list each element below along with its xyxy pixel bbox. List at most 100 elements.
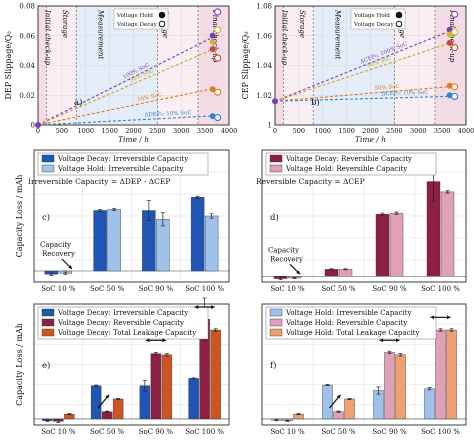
y-axis-label: CEP Slippage/Q₀	[241, 32, 250, 100]
bar	[112, 398, 124, 420]
x-tick-label: 1500	[338, 127, 355, 135]
arrow-icon	[97, 394, 110, 409]
filled-circle-icon	[158, 11, 166, 19]
legend-box	[37, 152, 209, 176]
arrow-head	[68, 265, 72, 269]
legend-label: Voltage Hold: Total Leakage Capacity	[285, 329, 419, 337]
category-label: SoC 10 %	[270, 428, 305, 436]
series-label: ΔDEP₀: 10% SoC	[144, 110, 191, 118]
x-tick-label: 3500	[434, 127, 451, 135]
legend-swatch	[269, 318, 283, 327]
plot-frame	[274, 5, 467, 126]
bar	[156, 219, 170, 272]
arrow-icon	[430, 315, 451, 320]
legend-box	[265, 306, 437, 340]
category-label: SoC 100 %	[185, 285, 224, 293]
x-axis-label: Time / h	[355, 135, 386, 144]
legend-label: Voltage Decay: Total Leakage Capacity	[57, 329, 196, 337]
bar	[324, 269, 339, 277]
legend-swatch	[269, 308, 283, 317]
bar	[333, 411, 344, 420]
annotation-text: Recovery	[270, 255, 303, 263]
panel-letter: c)	[42, 212, 50, 223]
open-circle-icon	[395, 20, 403, 28]
legend: Voltage Hold Voltage Decay	[113, 8, 169, 30]
y-tick-label: 1.06	[256, 32, 272, 40]
plot-frame	[33, 303, 230, 426]
arrow-head	[162, 338, 166, 343]
origin-point	[272, 98, 278, 105]
panel-e: SoC 10 % SoC 50 % SoC 90 % SoC 100 % Voltage…	[15, 297, 230, 436]
legend-label: Voltage Decay: Irreversible Capacity	[57, 155, 188, 163]
arrow-icon	[61, 258, 73, 270]
bar	[107, 209, 121, 272]
category-label: SoC 50 %	[90, 428, 125, 436]
legend: Voltage Decay: Irreversible Capacity Volt…	[37, 152, 209, 176]
category-label: SoC 10 %	[270, 285, 305, 293]
legend-label: Voltage Hold	[116, 13, 153, 19]
legend: Voltage Hold Voltage Decay	[350, 8, 406, 30]
equation-text: Irreversible Capacity = ΔDEP - ΔCEP	[28, 177, 170, 186]
hold-point	[209, 32, 216, 39]
legend: Voltage Decay: Reversible Capacity Voltag…	[265, 152, 437, 176]
series-label: 50% SoC	[137, 92, 163, 103]
x-tick-label: 500	[56, 127, 68, 135]
arrow-head	[105, 394, 110, 399]
category-label: SoC 100 %	[185, 428, 224, 436]
y-axis-label: Capacity Loss / mAh	[15, 175, 24, 258]
series-line	[274, 43, 448, 102]
x-tick-label: 0	[36, 127, 40, 135]
category-label: SoC 50 %	[321, 428, 356, 436]
y-axis-label: Capacity Loss / mAh	[15, 323, 24, 406]
hold-point	[446, 26, 453, 33]
bar	[373, 390, 384, 420]
category-label: SoC 10 %	[41, 428, 76, 436]
arrow-head	[194, 305, 199, 309]
x-tick-label: 2000	[125, 127, 142, 135]
legend-label: Voltage Hold: Irreversible Capacity	[285, 309, 411, 317]
x-tick-label: 0	[273, 127, 277, 135]
plot-frame	[33, 149, 230, 283]
category-label: SoC 100 %	[421, 285, 460, 293]
x-tick-label: 2500	[149, 127, 166, 135]
panel-d: SoC 10 % SoC 50 % SoC 90 % SoC 100 % Voltage…	[256, 149, 467, 293]
series-line	[274, 31, 448, 102]
arrow-icon	[379, 338, 400, 343]
bar	[389, 212, 404, 277]
category-label: SoC 90 %	[139, 428, 174, 436]
arrow-head	[446, 315, 451, 320]
x-tick-label: 1500	[101, 127, 118, 135]
legend-swatch	[269, 328, 283, 337]
y-tick-label: 1.02	[256, 92, 272, 100]
arrow-head	[336, 394, 341, 399]
bar	[446, 329, 457, 420]
legend-label: Voltage Decay: Reversible Capacity	[285, 155, 412, 163]
series-line	[37, 50, 211, 126]
arrow-icon	[145, 338, 166, 343]
x-tick-label: 500	[293, 127, 305, 135]
arrow-head	[379, 338, 384, 343]
legend-label: Voltage Decay: Irreversible Capacity	[57, 309, 188, 317]
x-tick-label: 3000	[410, 127, 427, 135]
bar	[322, 384, 333, 420]
series-line	[37, 115, 210, 126]
bar	[440, 191, 455, 277]
phase-label: Storage	[61, 10, 69, 38]
phase-label: Measurement	[333, 9, 341, 59]
legend-label: Voltage Hold	[353, 13, 390, 19]
plot-frame	[261, 303, 467, 426]
x-tick-label: 4000	[458, 127, 474, 135]
category-label: SoC 100 %	[421, 428, 460, 436]
bar	[395, 354, 406, 420]
origin-point	[35, 122, 41, 128]
arrow-icon	[194, 305, 215, 309]
series-line	[274, 86, 447, 102]
bar	[384, 352, 395, 420]
panel-letter: e)	[42, 360, 50, 371]
legend-box	[350, 8, 406, 30]
annotation-text: Recovery	[42, 250, 75, 258]
bar	[210, 329, 221, 420]
annotation-text: Capacity	[268, 246, 299, 254]
open-circle-icon	[158, 20, 166, 28]
